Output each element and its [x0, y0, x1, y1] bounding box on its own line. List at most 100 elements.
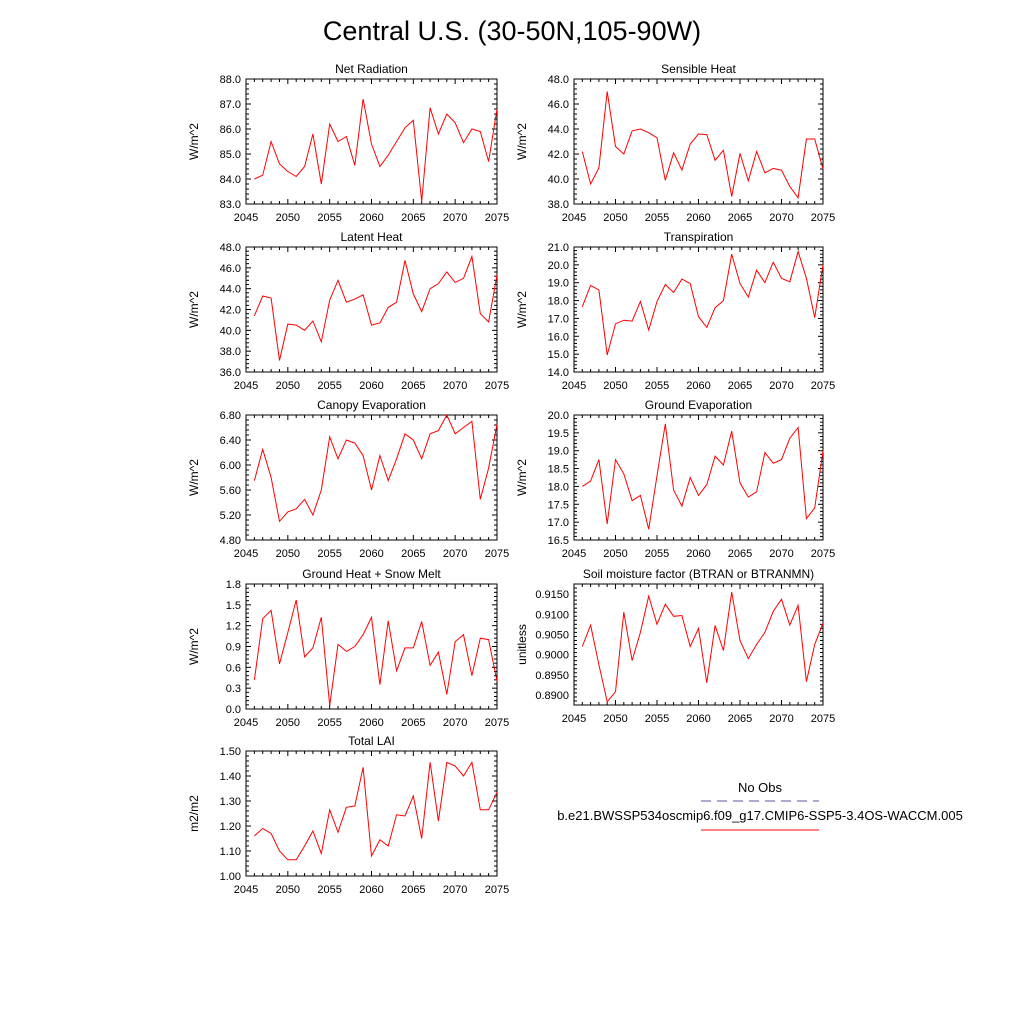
y-tick-label: 6.40 — [220, 435, 241, 447]
x-tick-label: 2065 — [401, 380, 425, 392]
x-tick-label: 2050 — [276, 717, 300, 729]
y-tick-label: 48.0 — [548, 74, 569, 86]
y-tick-label: 1.50 — [220, 746, 241, 758]
y-axis-label: W/m^2 — [187, 628, 201, 665]
y-tick-label: 85.0 — [220, 149, 241, 161]
y-axis-label: W/m^2 — [515, 459, 529, 496]
x-tick-label: 2050 — [603, 212, 627, 224]
x-tick-label: 2050 — [603, 380, 627, 392]
y-tick-label: 20.0 — [548, 260, 569, 272]
panel-title: Ground Evaporation — [645, 398, 752, 412]
y-tick-label: 19.0 — [548, 278, 569, 290]
x-tick-label: 2045 — [562, 212, 586, 224]
x-tick-label: 2065 — [728, 548, 752, 560]
x-tick-label: 2070 — [443, 548, 467, 560]
x-tick-label: 2070 — [443, 380, 467, 392]
x-tick-label: 2045 — [234, 548, 258, 560]
y-axis-label: W/m^2 — [187, 291, 201, 328]
y-tick-label: 1.5 — [226, 600, 241, 612]
x-tick-label: 2045 — [234, 717, 258, 729]
x-tick-label: 2075 — [811, 548, 835, 560]
x-tick-label: 2060 — [686, 713, 710, 725]
y-tick-label: 87.0 — [220, 99, 241, 111]
y-tick-label: 46.0 — [220, 263, 241, 275]
x-tick-label: 2055 — [645, 713, 669, 725]
series-line-1 — [253, 413, 498, 523]
x-tick-label: 2060 — [686, 380, 710, 392]
x-tick-label: 2055 — [645, 548, 669, 560]
panel-5: Canopy Evaporation W/m^2 2045 2050 2055 2060 2… — [187, 398, 509, 560]
y-tick-label: 15.0 — [548, 349, 569, 361]
plot-frame — [245, 750, 498, 877]
y-tick-label: 17.0 — [548, 313, 569, 325]
x-tick-label: 2045 — [234, 380, 258, 392]
x-tick-label: 2075 — [485, 380, 509, 392]
x-tick-label: 2050 — [603, 713, 627, 725]
y-axis-label: unitless — [515, 624, 529, 665]
panel-title: Transpiration — [664, 230, 734, 244]
y-tick-label: 1.00 — [220, 871, 241, 883]
x-tick-label: 2075 — [811, 380, 835, 392]
x-tick-label: 2075 — [485, 884, 509, 896]
x-tick-label: 2060 — [686, 212, 710, 224]
x-tick-label: 2065 — [401, 884, 425, 896]
x-tick-label: 2055 — [317, 884, 341, 896]
x-tick-label: 2075 — [811, 212, 835, 224]
x-tick-label: 2060 — [359, 884, 383, 896]
y-axis-label: m2/m2 — [187, 795, 201, 832]
panel-1: Net Radiation W/m^2 2045 2050 2055 2060 2065 20… — [187, 62, 509, 224]
y-tick-label: 44.0 — [220, 284, 241, 296]
x-tick-label: 2060 — [686, 548, 710, 560]
y-tick-label: 20.0 — [548, 410, 569, 422]
panel-4: Transpiration W/m^2 2045 2050 2055 2060 2065 20… — [515, 230, 835, 392]
y-tick-label: 48.0 — [220, 242, 241, 254]
y-tick-label: 18.0 — [548, 481, 569, 493]
x-tick-label: 2055 — [317, 717, 341, 729]
x-tick-label: 2055 — [645, 212, 669, 224]
x-tick-label: 2075 — [485, 212, 509, 224]
x-tick-label: 2065 — [401, 548, 425, 560]
y-tick-label: 84.0 — [220, 174, 241, 186]
legend-obs-label: No Obs — [738, 780, 783, 795]
panel-7: Ground Heat + Snow Melt W/m^2 2045 2050 2055… — [187, 567, 509, 729]
y-tick-label: 16.5 — [548, 535, 569, 547]
y-axis-label: W/m^2 — [515, 291, 529, 328]
y-tick-label: 16.0 — [548, 331, 569, 343]
x-tick-label: 2070 — [769, 713, 793, 725]
series-line-1 — [253, 254, 498, 361]
x-tick-label: 2065 — [728, 713, 752, 725]
y-tick-label: 14.0 — [548, 367, 569, 379]
y-tick-label: 4.80 — [220, 535, 241, 547]
x-tick-label: 2070 — [769, 380, 793, 392]
panel-title: Net Radiation — [335, 62, 408, 76]
y-tick-label: 0.9100 — [535, 609, 569, 621]
series-line-1 — [581, 592, 824, 703]
plot-frame — [245, 414, 498, 541]
y-tick-label: 83.0 — [220, 199, 241, 211]
panel-6: Ground Evaporation W/m^2 2045 2050 2055 2060 2… — [515, 398, 835, 560]
series-line-1 — [253, 599, 498, 706]
x-tick-label: 2055 — [645, 380, 669, 392]
x-tick-label: 2045 — [562, 380, 586, 392]
x-tick-label: 2075 — [485, 717, 509, 729]
panel-title: Ground Heat + Snow Melt — [302, 567, 441, 581]
y-tick-label: 38.0 — [220, 346, 241, 358]
x-tick-label: 2055 — [317, 212, 341, 224]
series-line-1 — [254, 98, 498, 202]
y-tick-label: 1.30 — [220, 796, 241, 808]
plot-frame — [573, 583, 824, 706]
y-tick-label: 42.0 — [548, 149, 569, 161]
y-tick-label: 42.0 — [220, 305, 241, 317]
x-tick-label: 2055 — [317, 380, 341, 392]
y-tick-label: 86.0 — [220, 124, 241, 136]
panel-title: Soil moisture factor (BTRAN or BTRANMN) — [583, 567, 814, 581]
figure-title: Central U.S. (30-50N,105-90W) — [323, 16, 701, 46]
x-tick-label: 2045 — [234, 884, 258, 896]
panel-title: Canopy Evaporation — [317, 398, 426, 412]
x-tick-label: 2060 — [359, 717, 383, 729]
x-tick-label: 2070 — [443, 212, 467, 224]
y-tick-label: 6.80 — [220, 410, 241, 422]
y-tick-label: 19.0 — [548, 446, 569, 458]
x-tick-label: 2050 — [276, 380, 300, 392]
